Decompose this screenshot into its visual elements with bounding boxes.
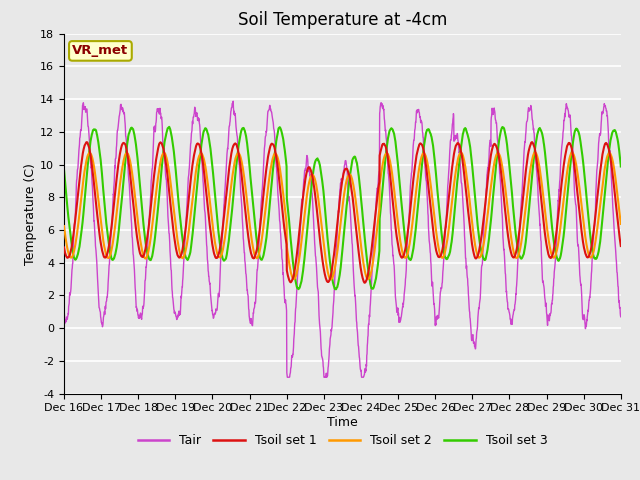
Legend: Tair, Tsoil set 1, Tsoil set 2, Tsoil set 3: Tair, Tsoil set 1, Tsoil set 2, Tsoil se… [132,429,552,452]
Text: VR_met: VR_met [72,44,129,58]
Y-axis label: Temperature (C): Temperature (C) [24,163,37,264]
Title: Soil Temperature at -4cm: Soil Temperature at -4cm [237,11,447,29]
X-axis label: Time: Time [327,416,358,429]
